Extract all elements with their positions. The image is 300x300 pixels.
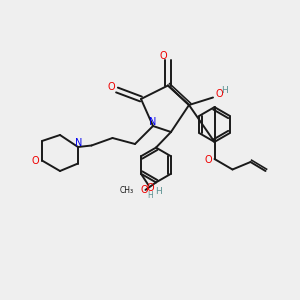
Text: H: H [222, 86, 228, 95]
Text: O: O [108, 82, 116, 92]
Text: N: N [149, 117, 157, 128]
Text: H: H [156, 187, 162, 196]
Text: O: O [215, 88, 223, 99]
Text: H: H [148, 191, 153, 200]
Text: CH₃: CH₃ [120, 186, 134, 195]
Text: O: O [32, 155, 39, 166]
Text: O: O [140, 185, 148, 195]
Text: N: N [75, 138, 82, 148]
Text: O: O [147, 183, 154, 193]
Text: O: O [205, 154, 212, 165]
Text: O: O [160, 51, 167, 61]
